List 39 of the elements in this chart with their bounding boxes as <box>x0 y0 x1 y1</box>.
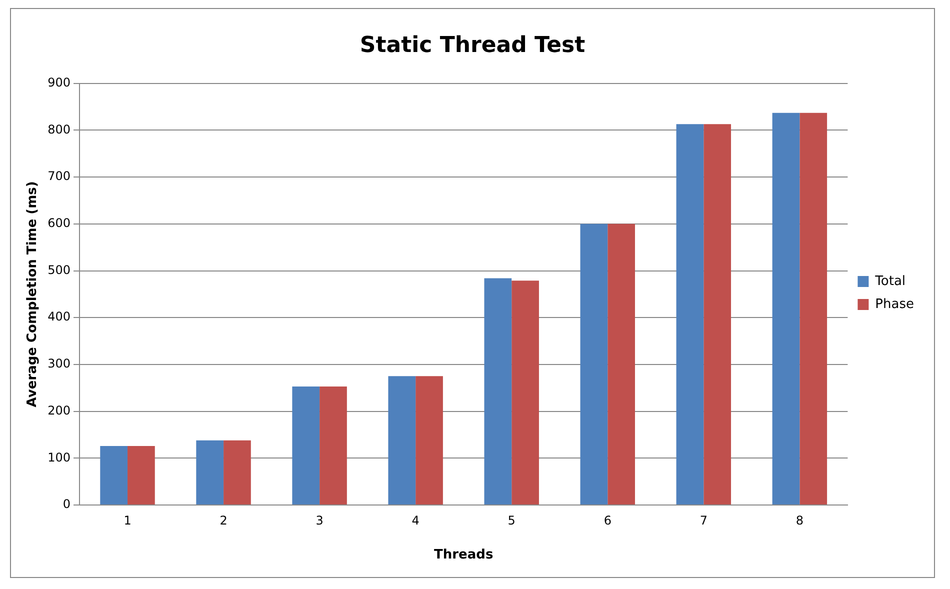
legend-label: Total <box>874 274 906 289</box>
bar <box>704 124 732 504</box>
y-tick-label: 500 <box>48 262 71 277</box>
bar <box>416 376 443 504</box>
y-tick-label: 700 <box>48 169 71 184</box>
bar <box>484 278 512 504</box>
bar <box>388 376 416 504</box>
bar <box>800 112 828 504</box>
y-tick-label: 400 <box>48 310 71 324</box>
x-tick-label: 6 <box>604 513 612 528</box>
bar <box>512 280 539 504</box>
bar <box>772 112 800 504</box>
bar <box>128 446 155 504</box>
bar <box>196 440 224 504</box>
legend-label: Phase <box>875 296 914 312</box>
chart-title: Static Thread Test <box>360 32 586 58</box>
y-tick-label: 0 <box>62 497 71 512</box>
y-axis-title: Average Completion Time (ms) <box>25 181 40 408</box>
y-tick-label: 300 <box>48 356 71 371</box>
x-tick-label: 7 <box>700 513 708 528</box>
y-tick-label: 200 <box>48 403 71 418</box>
bar <box>676 124 704 504</box>
y-tick-label: 600 <box>48 216 71 230</box>
bar <box>100 446 128 504</box>
bar <box>580 224 608 504</box>
x-tick-label: 2 <box>220 513 228 528</box>
bar <box>224 440 251 504</box>
x-tick-label: 8 <box>796 513 804 528</box>
x-tick-label: 5 <box>508 513 516 528</box>
y-tick-label: 900 <box>48 76 71 90</box>
x-axis-title: Threads <box>434 548 494 563</box>
bar <box>292 386 320 504</box>
bar <box>320 386 347 504</box>
y-tick-label: 800 <box>48 122 71 136</box>
bar <box>608 224 635 504</box>
x-tick-label: 4 <box>412 513 420 528</box>
y-tick-label: 100 <box>48 450 71 464</box>
x-tick-label: 1 <box>124 513 132 528</box>
x-tick-label: 3 <box>316 513 324 528</box>
